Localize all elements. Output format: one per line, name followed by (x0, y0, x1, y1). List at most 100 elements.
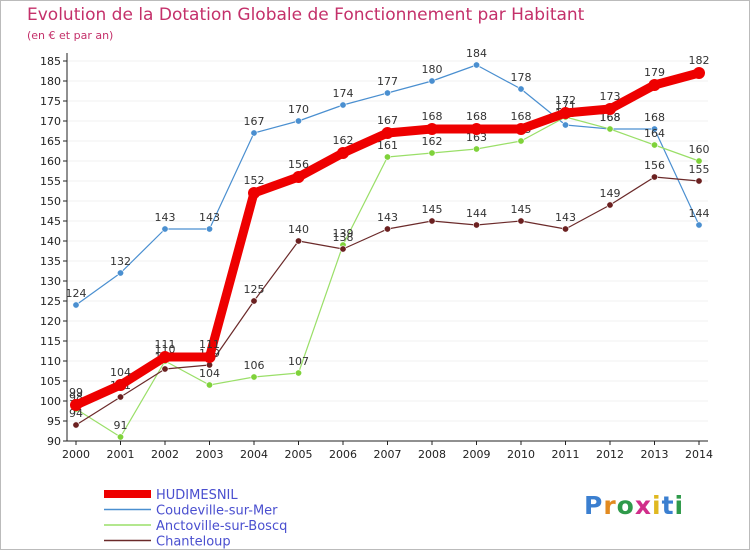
data-label: 168 (644, 111, 665, 124)
y-tick-label: 135 (40, 255, 61, 268)
data-label: 163 (466, 131, 487, 144)
data-point (470, 123, 483, 135)
y-tick-label: 185 (40, 55, 61, 68)
data-point (206, 225, 214, 233)
data-point (248, 187, 260, 199)
data-point (206, 381, 214, 389)
data-point (250, 129, 258, 137)
data-point (428, 217, 436, 225)
series-hudimesnil: 99 104 111 111 152 156 162 167 168 168 168 172 173 17… (69, 54, 710, 411)
data-label: 177 (377, 75, 398, 88)
data-point (650, 141, 658, 149)
data-label: 143 (155, 211, 176, 224)
y-tick-label: 105 (40, 375, 61, 388)
data-label: 182 (689, 54, 710, 67)
data-label: 162 (422, 135, 443, 148)
data-label: 94 (69, 407, 83, 420)
data-point (472, 221, 480, 229)
x-tick-label: 2000 (62, 448, 90, 461)
logo-letter: P (584, 491, 604, 520)
y-tick-label: 150 (40, 195, 61, 208)
data-point (337, 147, 349, 159)
x-tick-label: 2014 (685, 448, 713, 461)
data-point (472, 61, 480, 69)
data-point (203, 351, 216, 363)
data-point (161, 225, 169, 233)
data-point (72, 421, 80, 429)
data-point (695, 221, 703, 229)
data-label: 179 (644, 66, 665, 79)
data-point (426, 123, 438, 135)
data-point (339, 245, 347, 253)
x-tick-label: 2005 (285, 448, 313, 461)
y-tick-label: 95 (47, 415, 61, 428)
data-point (383, 89, 391, 97)
data-label: 168 (511, 110, 532, 123)
data-label: 168 (600, 111, 621, 124)
data-label: 156 (644, 159, 665, 172)
data-label: 168 (600, 111, 621, 124)
data-point (294, 369, 302, 377)
y-tick-label: 175 (40, 95, 61, 108)
data-point (606, 201, 614, 209)
data-point (606, 125, 614, 133)
data-point (604, 103, 616, 115)
data-point (383, 153, 391, 161)
logo-letter: r (603, 491, 617, 520)
data-point (559, 107, 572, 119)
logo-letter: x (634, 491, 652, 520)
x-tick-label: 2002 (151, 448, 179, 461)
data-point (294, 117, 302, 125)
x-tick-label: 2003 (196, 448, 224, 461)
data-point (250, 373, 258, 381)
data-label: 132 (110, 255, 131, 268)
data-point (72, 301, 80, 309)
data-point (294, 237, 302, 245)
data-label: 111 (155, 338, 176, 351)
data-point (161, 365, 169, 373)
y-tick-label: 130 (40, 275, 61, 288)
data-point (428, 77, 436, 85)
proxiti-logo: Proxiti (584, 491, 684, 520)
logo-letter: t (661, 491, 675, 520)
data-label: 162 (333, 134, 354, 147)
data-point (517, 85, 525, 93)
data-point (695, 157, 703, 165)
data-label: 104 (110, 366, 131, 379)
data-label: 168 (422, 110, 443, 123)
data-label: 106 (244, 359, 265, 372)
data-label: 180 (422, 63, 443, 76)
legend-label: HUDIMESNIL (156, 488, 238, 503)
data-point (650, 125, 658, 133)
data-label: 99 (69, 386, 83, 399)
legend-item: HUDIMESNIL (104, 488, 238, 503)
y-tick-label: 170 (40, 115, 61, 128)
legend-item: Coudeville-sur-Mer (104, 504, 278, 519)
y-tick-label: 155 (40, 175, 61, 188)
logo-letter: o (616, 491, 635, 520)
data-point (428, 149, 436, 157)
data-label: 144 (466, 207, 487, 220)
data-label: 144 (689, 207, 710, 220)
data-label: 145 (422, 203, 443, 216)
data-label: 111 (199, 338, 220, 351)
data-label: 156 (288, 158, 309, 171)
y-tick-label: 125 (40, 295, 61, 308)
data-point (695, 177, 703, 185)
data-point (381, 127, 394, 139)
y-tick-label: 160 (40, 155, 61, 168)
legend-label: Coudeville-sur-Mer (156, 504, 278, 519)
data-label: 149 (600, 187, 621, 200)
data-point (517, 217, 525, 225)
x-tick-label: 2013 (641, 448, 669, 461)
x-tick-label: 2008 (418, 448, 446, 461)
data-label: 170 (288, 103, 309, 116)
y-tick-label: 140 (40, 235, 61, 248)
data-label: 145 (511, 203, 532, 216)
y-tick-label: 145 (40, 215, 61, 228)
y-tick-label: 165 (40, 135, 61, 148)
data-label: 164 (644, 127, 665, 140)
y-tick-label: 100 (40, 395, 61, 408)
